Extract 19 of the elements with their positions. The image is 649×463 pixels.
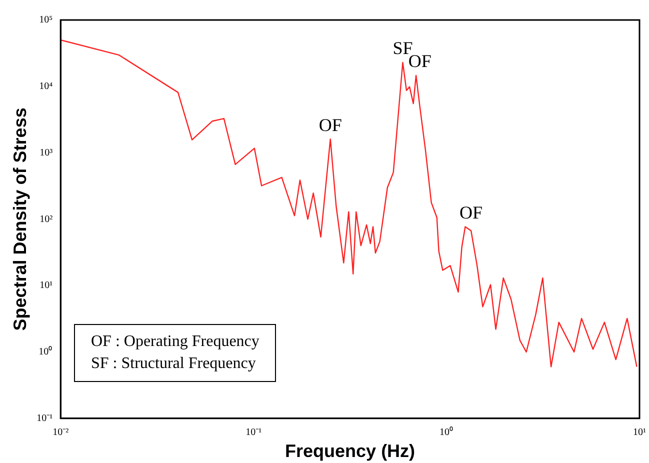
note-frame: OF : Operating Frequency SF : Structural Frequency: [74, 324, 276, 382]
x-tick-label: 10⁰: [440, 426, 454, 438]
y-tick-label: 10¹: [40, 280, 53, 292]
y-tick-label: 10²: [40, 214, 53, 225]
x-tick-label: 10⁻²: [52, 427, 69, 438]
x-tick-label: 10¹: [633, 427, 646, 438]
y-tick-label: 10⁻¹: [36, 413, 53, 424]
annotation: OF : Operating Frequency: [91, 332, 260, 352]
annotation: OF: [408, 51, 432, 72]
annotation: SF : Structural Frequency: [91, 354, 257, 374]
y-tick-label: 10⁴: [39, 81, 54, 92]
x-axis-title: Frequency (Hz): [285, 441, 416, 462]
y-tick-label: 10⁰: [38, 346, 53, 358]
annotation: OF: [318, 114, 342, 135]
annotation: OF: [460, 202, 483, 222]
y-tick-label: 10³: [40, 147, 53, 158]
y-axis-title: Spectral Density of Stress: [10, 108, 30, 331]
x-tick-label: 10⁻¹: [246, 427, 262, 438]
y-tick-label: 10⁵: [39, 14, 53, 26]
